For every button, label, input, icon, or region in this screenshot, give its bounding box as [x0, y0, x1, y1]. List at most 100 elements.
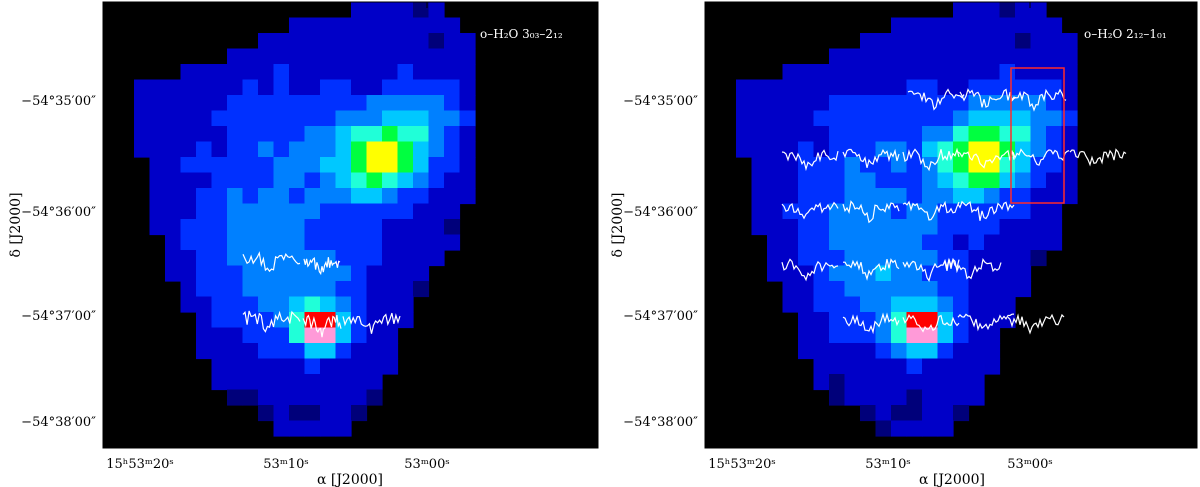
map-pixel: [953, 281, 970, 298]
map-pixel: [937, 281, 954, 298]
map-pixel: [999, 2, 1016, 19]
map-pixel: [782, 126, 799, 143]
map-pixel: [382, 64, 399, 81]
map-pixel: [1061, 110, 1078, 127]
map-pixel: [320, 64, 337, 81]
map-pixel: [413, 48, 430, 65]
map-pixel: [242, 343, 259, 360]
map-pixel: [196, 126, 213, 143]
map-pixel: [844, 281, 861, 298]
map-pixel: [937, 265, 954, 282]
map-pixel: [366, 281, 383, 298]
map-pixel: [413, 79, 430, 96]
map-pixel: [180, 203, 197, 220]
map-pixel: [258, 405, 275, 422]
map-pixel: [968, 126, 985, 143]
map-pixel: [813, 79, 830, 96]
map-pixel: [968, 281, 985, 298]
map-pixel: [844, 141, 861, 158]
map-pixel: [844, 374, 861, 391]
map-pixel: [1046, 64, 1063, 81]
map-pixel: [968, 2, 985, 19]
map-pixel: [999, 188, 1016, 205]
map-pixel: [860, 343, 877, 360]
map-pixel: [1015, 2, 1032, 19]
map-pixel: [782, 64, 799, 81]
map-pixel: [844, 126, 861, 143]
map-pixel: [459, 48, 476, 65]
x-tick-label: 15ʰ53ᵐ20ˢ: [708, 457, 776, 472]
map-pixel: [366, 250, 383, 267]
map-pixel: [351, 296, 368, 313]
map-pixel: [413, 95, 430, 112]
map-pixel: [906, 157, 923, 174]
map-pixel: [891, 126, 908, 143]
map-pixel: [165, 172, 182, 189]
map-pixel: [351, 64, 368, 81]
map-pixel: [351, 172, 368, 189]
map-pixel: [304, 48, 321, 65]
y-tick-label: −54°37′00″: [623, 309, 698, 324]
map-pixel: [428, 219, 445, 236]
map-pixel: [444, 126, 461, 143]
map-pixel: [953, 33, 970, 50]
map-pixel: [165, 203, 182, 220]
map-pixel: [382, 203, 399, 220]
map-pixel: [968, 95, 985, 112]
map-pixel: [382, 79, 399, 96]
map-pixel: [366, 2, 383, 19]
map-pixel: [1015, 157, 1032, 174]
map-pixel: [767, 188, 784, 205]
map-pixel: [984, 126, 1001, 143]
map-pixel: [844, 95, 861, 112]
map-pixel: [813, 126, 830, 143]
map-pixel: [751, 203, 768, 220]
map-pixel: [304, 157, 321, 174]
map-pixel: [798, 141, 815, 158]
map-pixel: [258, 172, 275, 189]
map-pixel: [1046, 17, 1063, 34]
map-pixel: [382, 219, 399, 236]
x-tick-label: 53ᵐ00ˢ: [1007, 457, 1052, 472]
spectrum-line: [1069, 148, 1127, 167]
map-pixel: [211, 250, 228, 267]
map-pixel: [829, 48, 846, 65]
map-pixel: [227, 281, 244, 298]
map-pixel: [984, 17, 1001, 34]
map-pixel: [366, 327, 383, 344]
map-pixel: [999, 64, 1016, 81]
map-pixel: [242, 296, 259, 313]
map-pixel: [767, 203, 784, 220]
map-pixel: [397, 110, 414, 127]
map-pixel: [937, 17, 954, 34]
map-pixel: [397, 172, 414, 189]
map-pixel: [860, 203, 877, 220]
map-pixel: [289, 265, 306, 282]
map-pixel: [922, 126, 939, 143]
map-pixel: [320, 219, 337, 236]
map-pixel: [1046, 79, 1063, 96]
map-pixel: [891, 64, 908, 81]
map-pixel: [366, 358, 383, 375]
map-pixel: [937, 374, 954, 391]
map-pixel: [875, 343, 892, 360]
map-pixel: [196, 64, 213, 81]
map-pixel: [258, 95, 275, 112]
map-pixel: [844, 48, 861, 65]
map-pixel: [767, 157, 784, 174]
map-pixel: [875, 405, 892, 422]
map-pixel: [860, 188, 877, 205]
map-pixel: [397, 312, 414, 329]
map-pixel: [196, 312, 213, 329]
map-pixel: [397, 64, 414, 81]
map-pixel: [813, 219, 830, 236]
map-pixel: [1046, 157, 1063, 174]
map-pixel: [397, 17, 414, 34]
map-pixel: [444, 33, 461, 50]
frame-left: [102, 1, 599, 449]
spectrum-line: [242, 251, 301, 273]
map-pixel: [227, 358, 244, 375]
map-pixel: [273, 296, 290, 313]
map-pixel: [953, 110, 970, 127]
